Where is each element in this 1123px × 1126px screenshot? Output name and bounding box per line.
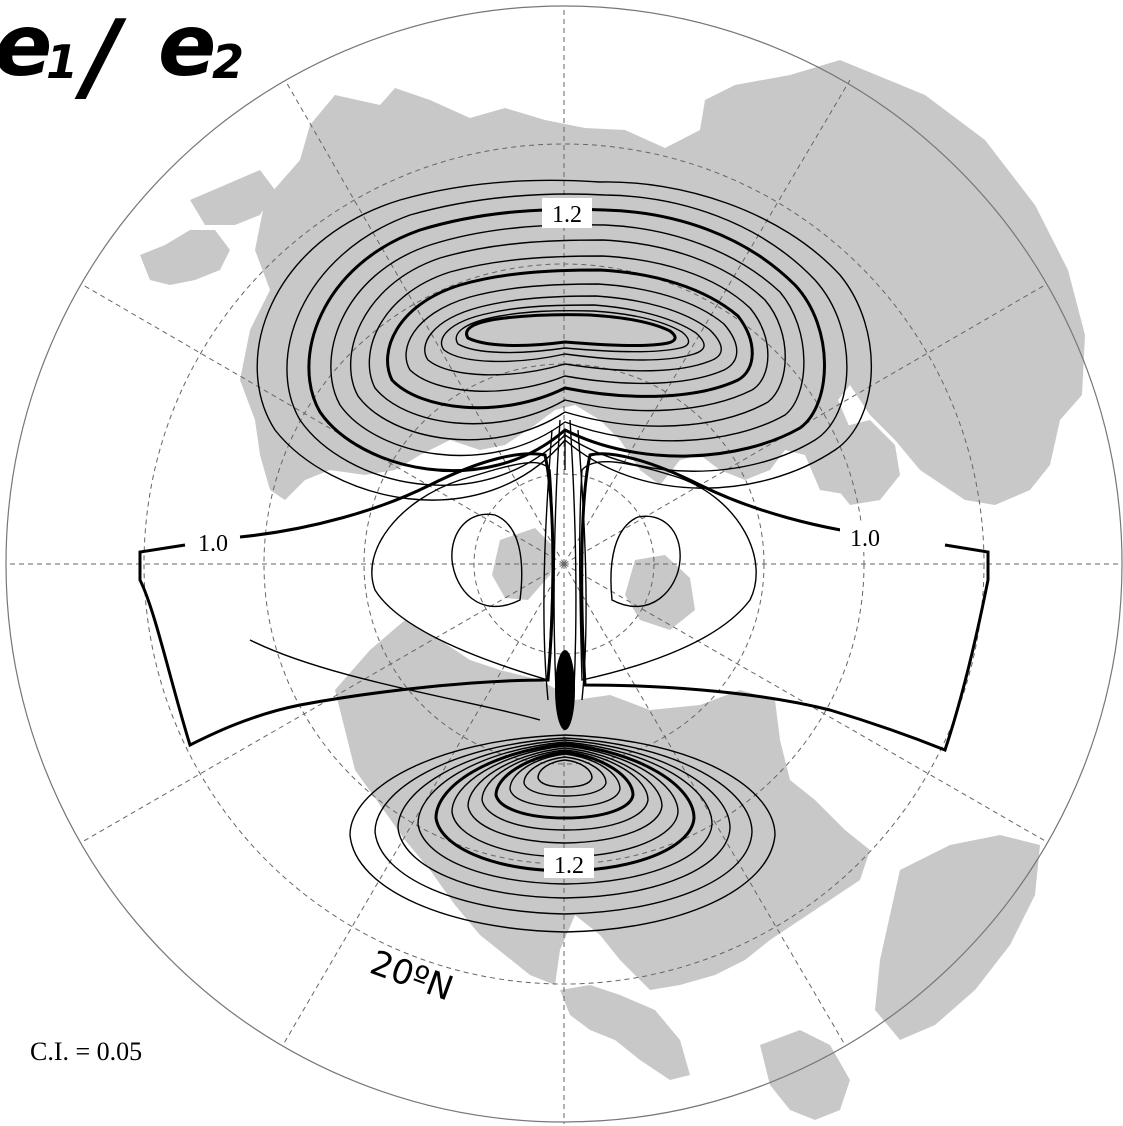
contour-line (555, 650, 575, 730)
contour-line (397, 739, 731, 899)
contour-line (578, 461, 757, 681)
meridian-line (563, 563, 1048, 843)
contour-line (509, 753, 621, 808)
contour-line (307, 207, 826, 473)
meridian-line (563, 563, 846, 1046)
meridian-line (282, 563, 565, 1046)
contour-line (440, 304, 705, 363)
contour-line (424, 295, 722, 376)
contour-label-text: 1.2 (554, 853, 584, 879)
contour-line (537, 759, 593, 788)
land-africa-east (875, 835, 1040, 1040)
latitude-label: 20ºN (365, 943, 458, 1010)
contour-line (577, 429, 587, 701)
title-e1: e (0, 0, 52, 96)
contour-line (494, 750, 635, 820)
contour-label-text: 1.0 (850, 526, 880, 552)
land-eurasia (240, 60, 1085, 505)
contour-line (368, 255, 769, 425)
upper-lobe-contours (256, 179, 873, 501)
contour-line (386, 268, 754, 410)
meridian-line (81, 563, 565, 843)
figure-title: e 1 / e 2 (0, 0, 244, 114)
label-background (544, 848, 594, 878)
contour-interval-label: C.I. = 0.05 (30, 1037, 142, 1066)
contour-line (405, 283, 738, 392)
land-north-america-south (560, 985, 690, 1080)
contour-1-0 (138, 452, 990, 752)
land-north-america (335, 620, 870, 990)
land-scandinavia (190, 170, 275, 225)
contour-label-right: 1.0 (840, 522, 890, 552)
land-south-america (760, 1030, 850, 1120)
label-background (840, 522, 890, 552)
meridian-line (284, 79, 565, 565)
contour-label-left: 1.0 (188, 527, 238, 557)
right-lobe-contours (578, 461, 757, 681)
title-e2: e (158, 0, 216, 96)
label-background (542, 198, 592, 228)
contour-line (553, 419, 561, 691)
title-slash: / (74, 0, 127, 114)
title-sub2: 2 (212, 35, 244, 89)
contour-label-text: 1.0 (198, 531, 228, 557)
contour-line (286, 193, 848, 486)
contour-line (330, 224, 805, 457)
contour-line (610, 515, 681, 607)
meridian-line (563, 284, 1046, 565)
map-boundary (5, 5, 1123, 1123)
contour-label-text: 1.2 (552, 202, 582, 228)
contour-line (465, 313, 677, 348)
contour-line (467, 747, 663, 844)
contour-label-upper: 1.2 (542, 198, 592, 228)
contour-line (417, 741, 713, 885)
contour-line (350, 239, 786, 441)
contour-line (481, 749, 649, 831)
contour-label-lower: 1.2 (544, 848, 594, 879)
contour-line (455, 309, 690, 354)
contour-line (349, 734, 776, 933)
land-china-coast (830, 420, 900, 505)
contour-line (523, 756, 607, 797)
contour-line (451, 513, 523, 607)
contour-line (543, 429, 553, 701)
contour-line (374, 737, 753, 915)
contour-line (256, 179, 873, 501)
label-background (188, 527, 238, 557)
title-sub1: 1 (46, 35, 78, 89)
meridian-line (82, 284, 565, 565)
stem-contours (543, 419, 587, 730)
contour-line (249, 639, 541, 721)
land-eurasia-west (140, 230, 230, 285)
latitude-circle-40 (143, 143, 985, 985)
land-masses (140, 60, 1085, 1120)
meridian-line (563, 79, 851, 565)
contour-line (569, 419, 577, 691)
